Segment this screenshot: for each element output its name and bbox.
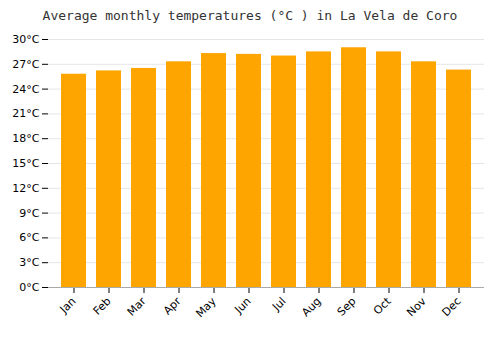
svg-text:9°C: 9°C: [19, 207, 39, 220]
svg-text:Jun: Jun: [232, 295, 254, 317]
svg-text:27°C: 27°C: [12, 58, 39, 71]
svg-text:0°C: 0°C: [19, 281, 39, 294]
svg-text:Aug: Aug: [299, 295, 323, 319]
svg-text:Apr: Apr: [161, 294, 184, 317]
svg-text:Oct: Oct: [371, 294, 394, 317]
svg-text:Sep: Sep: [335, 295, 359, 319]
svg-text:21°C: 21°C: [12, 107, 39, 120]
svg-text:6°C: 6°C: [19, 231, 39, 244]
svg-text:24°C: 24°C: [12, 83, 39, 96]
svg-text:12°C: 12°C: [12, 182, 39, 195]
svg-text:30°C: 30°C: [12, 33, 39, 46]
svg-text:Jan: Jan: [57, 295, 79, 317]
svg-text:Nov: Nov: [404, 294, 429, 319]
svg-text:Jul: Jul: [269, 295, 288, 314]
svg-text:May: May: [193, 294, 219, 320]
svg-text:3°C: 3°C: [19, 256, 39, 269]
html-text:Average monthly temperatures (: Average monthly temperatures (°C ) in La…: [42, 8, 458, 23]
svg-text:Dec: Dec: [439, 295, 463, 319]
svg-text:18°C: 18°C: [12, 132, 39, 145]
svg-text:Feb: Feb: [91, 295, 114, 318]
svg-text:15°C: 15°C: [12, 157, 39, 170]
svg-text:Mar: Mar: [125, 294, 149, 318]
